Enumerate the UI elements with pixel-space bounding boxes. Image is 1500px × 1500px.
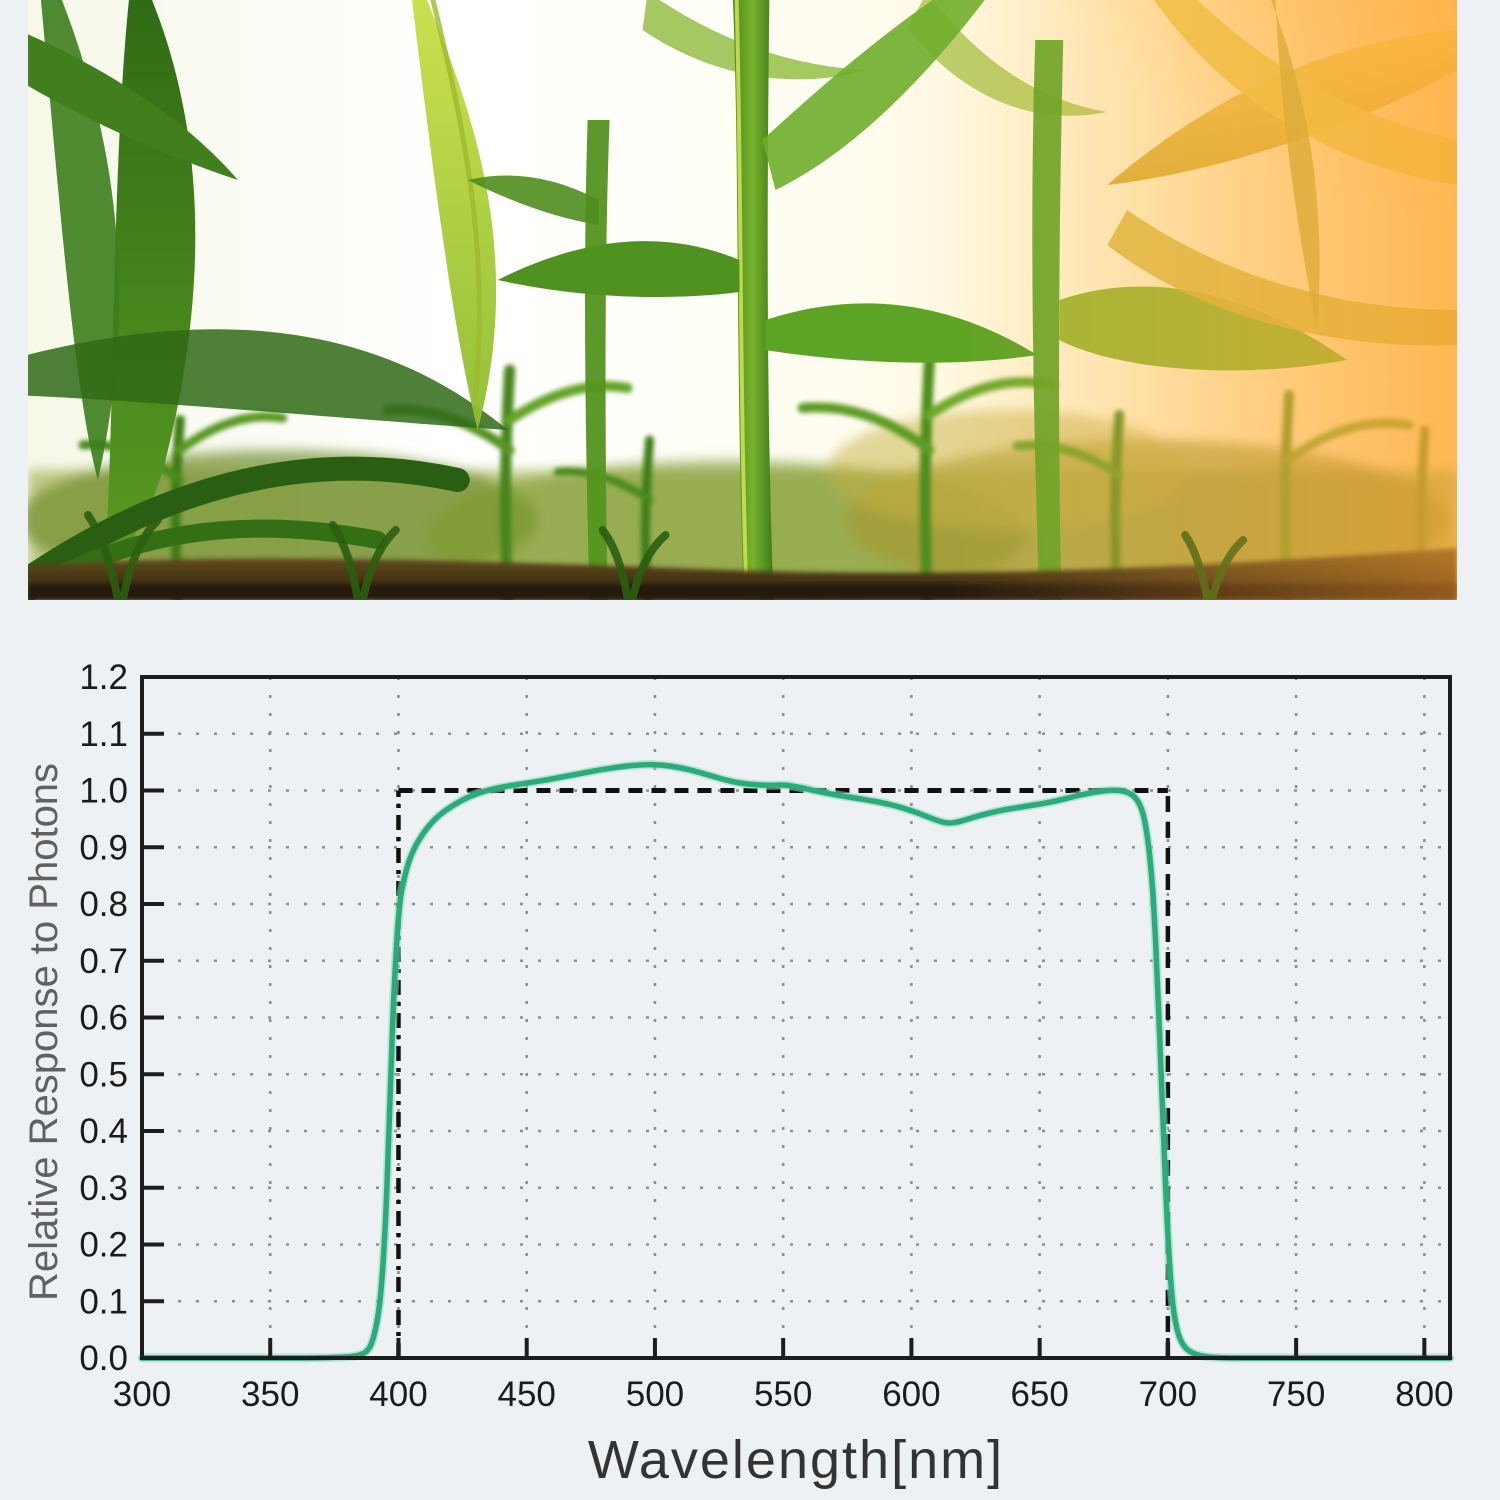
y-tick-label: 0.5 (79, 1055, 128, 1094)
y-tick-label: 0.2 (79, 1226, 128, 1265)
x-tick-label: 500 (626, 1375, 684, 1414)
spectral-response-chart: 300 350 400 450 500 550 600 650 700 750 800 0.0 0.1 0… (22, 660, 1455, 1490)
y-tick-label: 0.0 (79, 1339, 128, 1378)
y-tick-label: 0.9 (79, 828, 128, 867)
y-tick-label: 0.8 (79, 885, 128, 924)
x-tick-label: 800 (1395, 1375, 1453, 1414)
y-tick-label: 0.1 (79, 1282, 128, 1321)
grid-lines (142, 677, 1450, 1358)
y-tick-label: 0.6 (79, 999, 128, 1038)
x-tick-label: 350 (241, 1375, 299, 1414)
y-tick-label: 1.0 (79, 772, 128, 811)
axis-ticks (140, 675, 1427, 1360)
x-tick-label: 550 (754, 1375, 812, 1414)
corn-field-photo (28, 0, 1457, 600)
x-tick-label: 650 (1010, 1375, 1068, 1414)
y-tick-label: 1.1 (79, 715, 128, 754)
plot-layer: 300 350 400 450 500 550 600 650 700 750 800 0.0 0.1 0… (79, 660, 1455, 1414)
plot-frame (140, 675, 1452, 1360)
y-axis-title: Relative Response to Photons (22, 763, 66, 1301)
axis-tick-labels: 300 350 400 450 500 550 600 650 700 750 800 0.0 0.1 0… (79, 660, 1453, 1414)
x-tick-label: 750 (1267, 1375, 1325, 1414)
response-curve (137, 760, 1455, 1363)
y-tick-label: 0.4 (79, 1112, 128, 1151)
x-tick-label: 450 (498, 1375, 556, 1414)
y-tick-label: 0.7 (79, 942, 128, 981)
x-axis-title: Wavelength[nm] (588, 1430, 1004, 1490)
y-tick-label: 1.2 (79, 660, 128, 697)
x-tick-label: 400 (369, 1375, 427, 1414)
y-tick-label: 0.3 (79, 1169, 128, 1208)
x-tick-label: 300 (113, 1375, 171, 1414)
x-tick-label: 600 (882, 1375, 940, 1414)
x-tick-label: 700 (1139, 1375, 1197, 1414)
warm-light-overlay (947, 0, 1457, 600)
